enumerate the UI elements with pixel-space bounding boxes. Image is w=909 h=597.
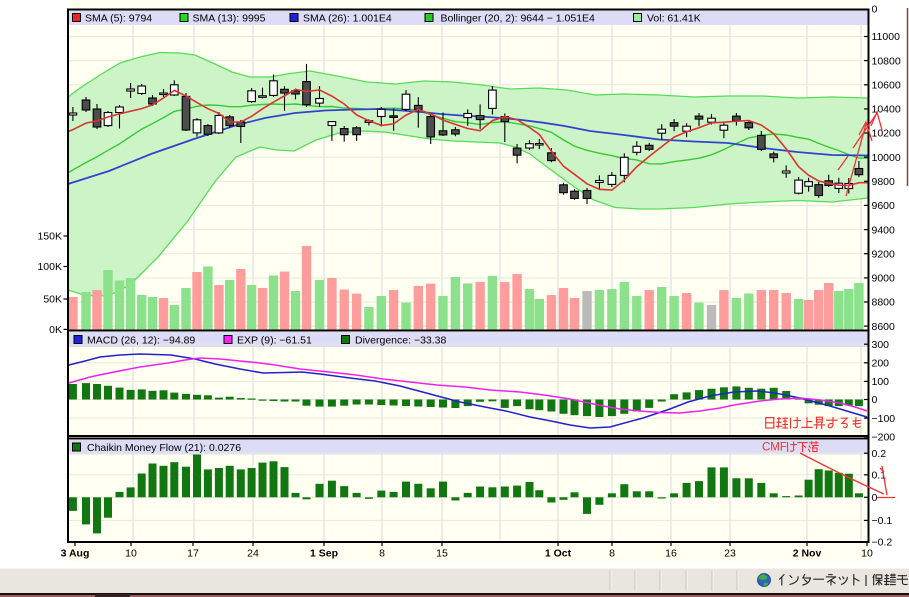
svg-text:Vol: 61.41K: Vol: 61.41K <box>647 13 701 25</box>
svg-text:23: 23 <box>724 548 736 560</box>
svg-text:8600: 8600 <box>872 321 896 333</box>
svg-text:CMF: CMF <box>762 442 787 454</box>
svg-text:17: 17 <box>187 548 199 560</box>
svg-text:SMA (5): 9794: SMA (5): 9794 <box>85 13 152 25</box>
svg-text:150K: 150K <box>37 231 62 243</box>
svg-text:Bollinger (20, 2): 9644 − 1.05: Bollinger (20, 2): 9644 − 1.051E4 <box>441 13 596 25</box>
svg-text:100K: 100K <box>37 261 62 273</box>
svg-text:0K: 0K <box>49 324 62 336</box>
svg-text:10200: 10200 <box>872 128 901 140</box>
svg-text:1 Oct: 1 Oct <box>545 548 572 560</box>
svg-text:10: 10 <box>861 548 873 560</box>
svg-text:10000: 10000 <box>872 152 901 164</box>
svg-text:0.2: 0.2 <box>872 448 887 460</box>
svg-text:−0.2: −0.2 <box>872 536 893 548</box>
svg-text:8800: 8800 <box>872 297 896 309</box>
svg-text:50K: 50K <box>43 294 62 306</box>
svg-text:−100: −100 <box>872 413 896 425</box>
svg-text:10: 10 <box>125 548 137 560</box>
svg-text:2 Nov: 2 Nov <box>793 548 822 560</box>
svg-text:100: 100 <box>872 376 890 388</box>
svg-text:8: 8 <box>379 548 385 560</box>
svg-text:0: 0 <box>872 4 878 16</box>
svg-text:0: 0 <box>872 394 878 406</box>
svg-text:3 Aug: 3 Aug <box>61 548 90 560</box>
svg-text:9400: 9400 <box>872 224 896 236</box>
svg-text:11000: 11000 <box>872 31 901 43</box>
svg-text:Divergence: −33.38: Divergence: −33.38 <box>355 335 447 347</box>
svg-text:SMA (26): 1.001E4: SMA (26): 1.001E4 <box>303 13 392 25</box>
svg-text:−0.1: −0.1 <box>872 515 893 527</box>
svg-text:10400: 10400 <box>872 104 901 116</box>
svg-text:15: 15 <box>436 548 448 560</box>
svg-text:9000: 9000 <box>872 273 896 285</box>
svg-text:Chaikin Money Flow (21): 0.027: Chaikin Money Flow (21): 0.0276 <box>87 442 241 454</box>
svg-text:9600: 9600 <box>872 200 896 212</box>
svg-text:0: 0 <box>872 492 878 504</box>
svg-text:1 Sep: 1 Sep <box>310 548 338 560</box>
svg-text:300: 300 <box>872 339 890 351</box>
svg-text:9800: 9800 <box>872 176 896 188</box>
svg-text:SMA (13): 9995: SMA (13): 9995 <box>193 13 266 25</box>
svg-text:EXP (9): −61.51: EXP (9): −61.51 <box>237 335 312 347</box>
svg-text:16: 16 <box>665 548 677 560</box>
svg-text:24: 24 <box>247 548 259 560</box>
svg-text:−200: −200 <box>872 431 896 443</box>
svg-text:10800: 10800 <box>872 55 901 67</box>
svg-text:8: 8 <box>609 548 615 560</box>
svg-text:9200: 9200 <box>872 248 896 260</box>
svg-text:200: 200 <box>872 358 890 370</box>
svg-text:MACD (26, 12): −94.89: MACD (26, 12): −94.89 <box>87 335 195 347</box>
svg-text:10600: 10600 <box>872 80 901 92</box>
